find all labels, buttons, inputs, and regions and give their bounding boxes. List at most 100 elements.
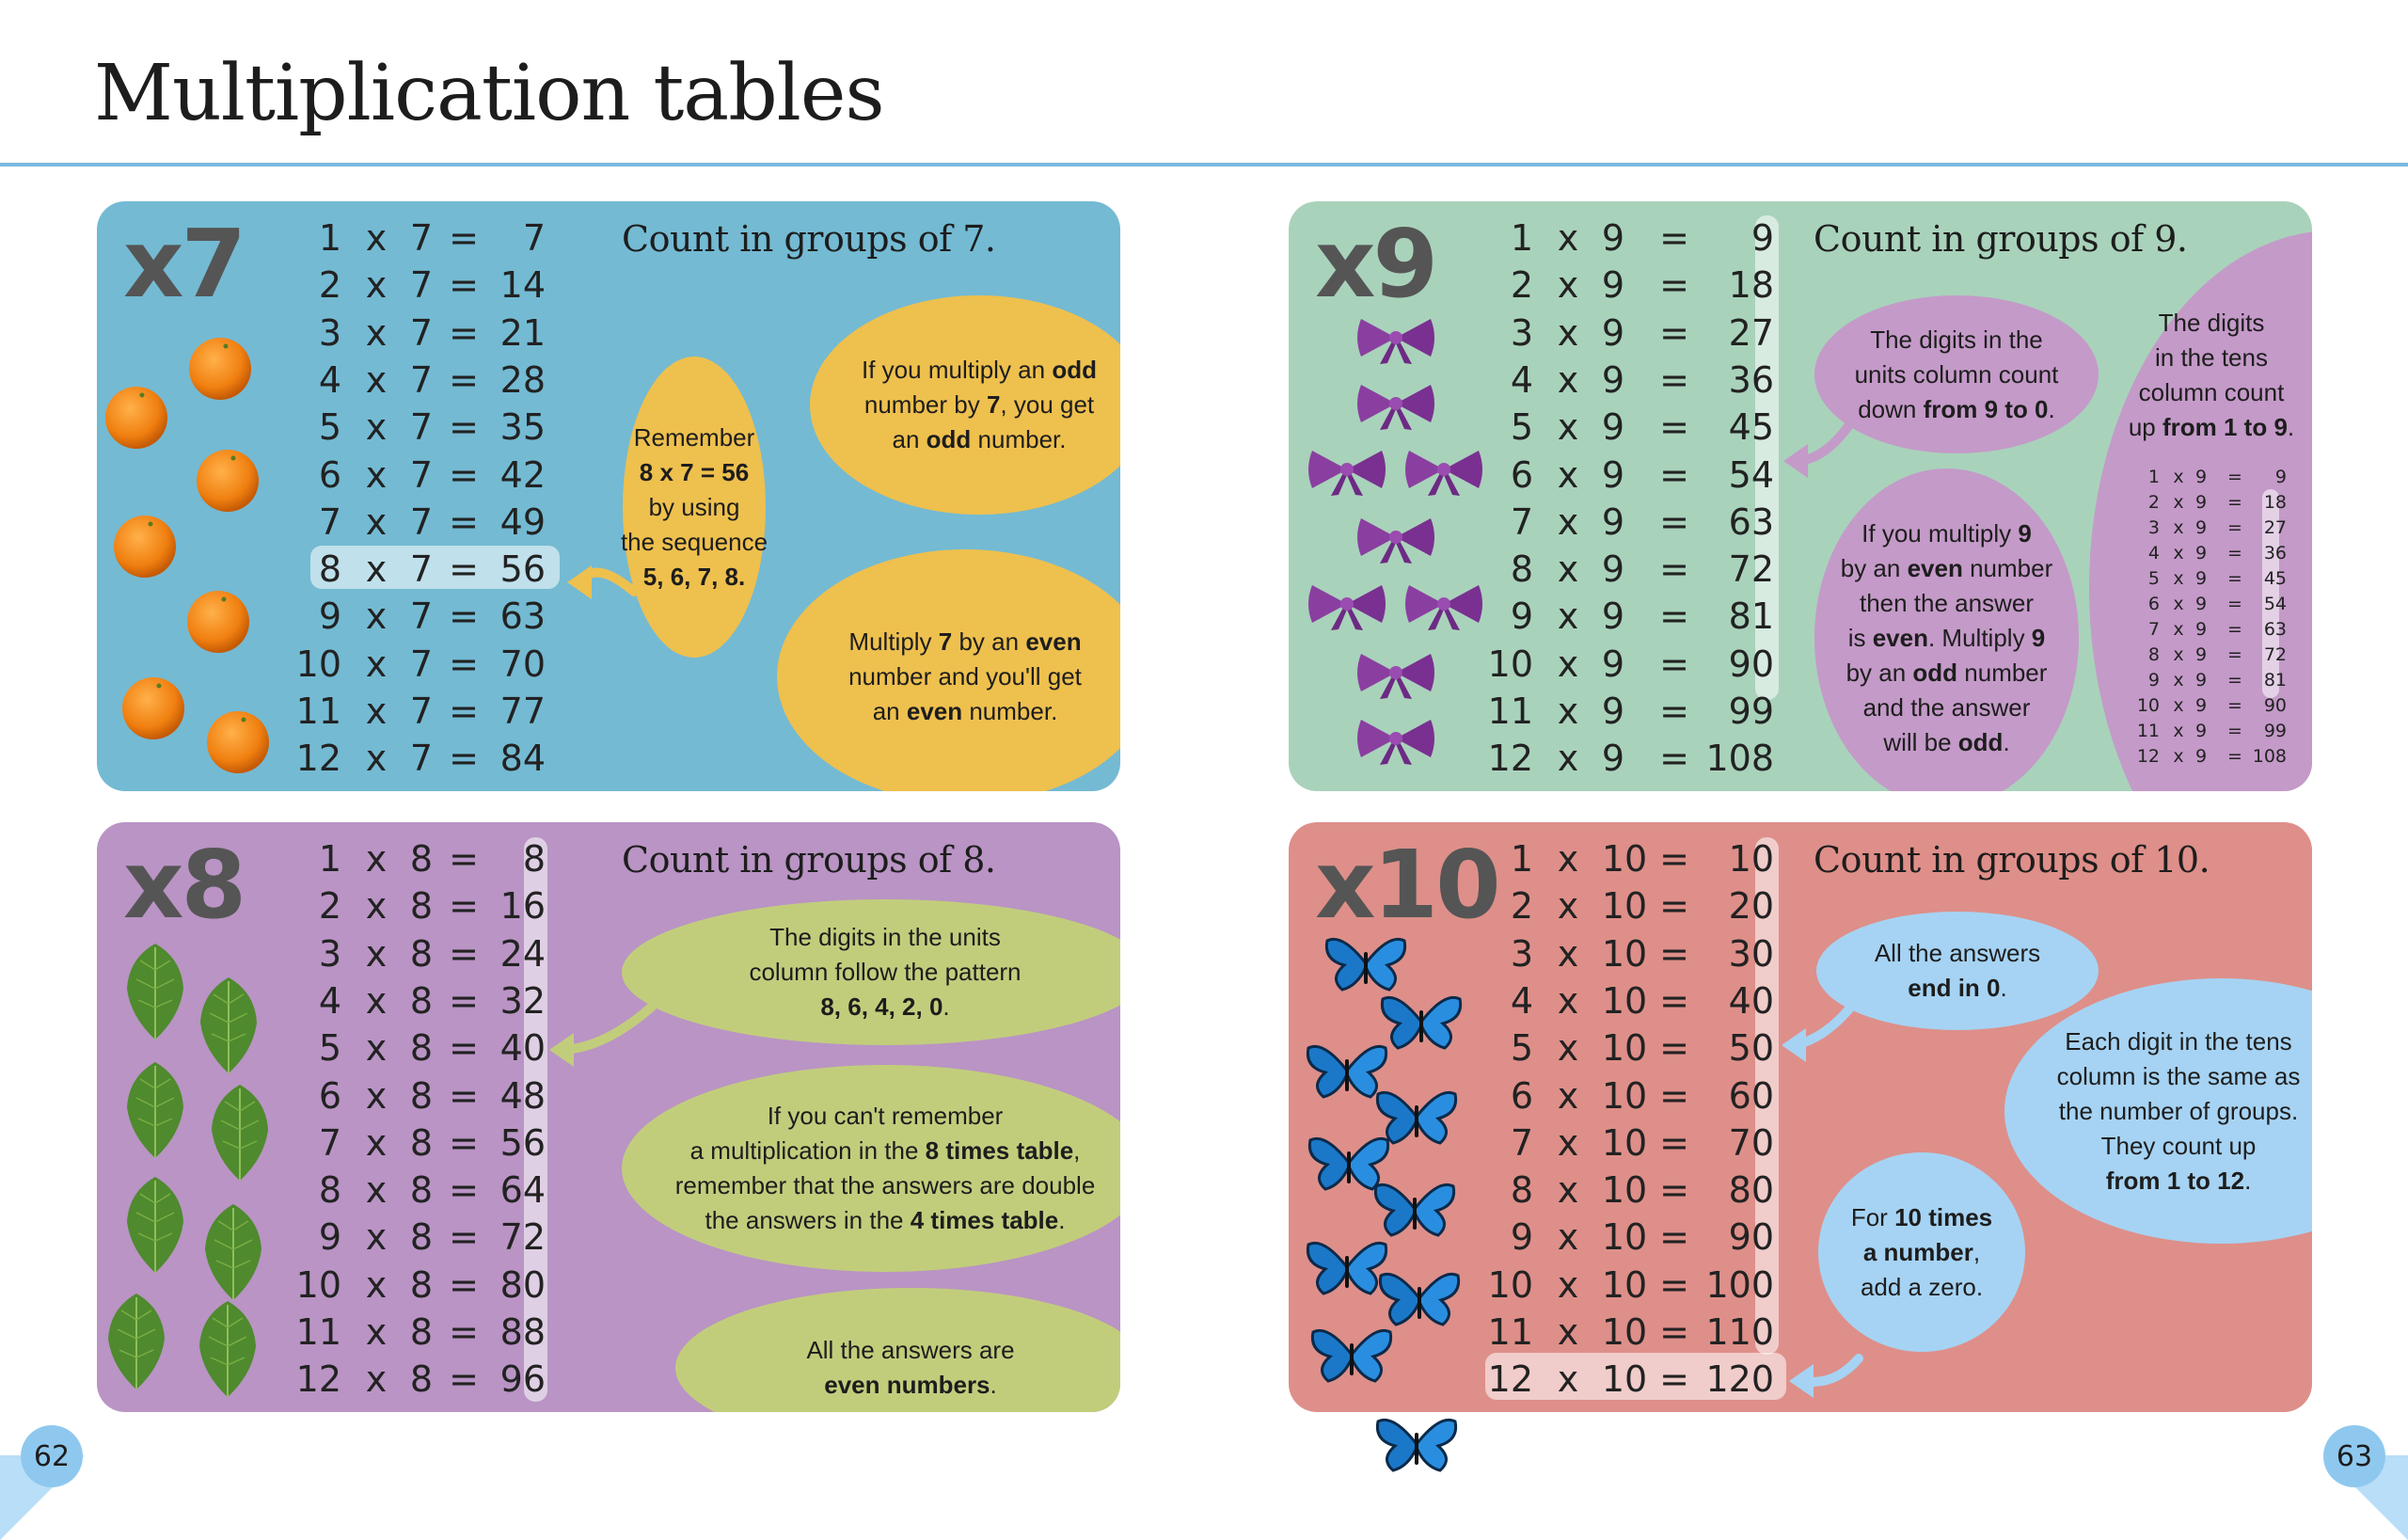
row-cell: 100 xyxy=(1705,1263,1774,1306)
bubble-line: They count up xyxy=(2101,1129,2257,1164)
row-cell: 28 xyxy=(499,358,546,401)
row-cell: x xyxy=(365,1169,388,1212)
row-cell: 8 xyxy=(1510,548,1533,591)
bubble-line: end in 0. xyxy=(1908,971,2006,1006)
row-cell: 90 xyxy=(1728,1216,1774,1259)
bubble-line: from 1 to 12. xyxy=(2106,1164,2252,1199)
bow-icon xyxy=(1354,311,1438,370)
mini-cell: 9 xyxy=(2194,746,2208,767)
row-cell: 7 xyxy=(409,453,434,496)
bubble-text: units column count xyxy=(1854,359,2059,389)
mini-table-row: 5 x 9 = 45 xyxy=(1289,566,2312,592)
table-row: 11 x 7 = 77 xyxy=(97,688,1120,735)
bubble-text: The digits in the units xyxy=(769,923,1001,951)
leaf-icon xyxy=(121,1060,190,1165)
table-row: 3 x 10 = 30 xyxy=(1289,930,2312,977)
butterfly-icon xyxy=(1305,1040,1389,1106)
table-row: 11 x 9 = 99 xyxy=(1289,688,2312,735)
butterfly-icon xyxy=(1323,933,1408,999)
row-cell: 21 xyxy=(499,311,546,354)
bubble-text: They count up xyxy=(2100,1131,2257,1160)
row-cell: 7 xyxy=(409,691,434,732)
bubble-text: column count xyxy=(2138,378,2285,406)
mini-cell: x xyxy=(2173,492,2184,513)
row-cell: 7 xyxy=(409,311,434,354)
row-cell: 8 xyxy=(409,979,434,1022)
row-cell: = xyxy=(449,406,479,449)
row-cell: 108 xyxy=(1705,738,1774,780)
row-cell: 10 xyxy=(1601,885,1648,928)
table-row: 6 x 7 = 42 xyxy=(97,452,1120,499)
page-number-left: 62 xyxy=(21,1425,83,1487)
mini-cell: = xyxy=(2227,670,2242,691)
leaf-icon xyxy=(206,1083,275,1187)
row-cell: = xyxy=(449,1074,479,1117)
row-cell: = xyxy=(449,838,479,880)
row-cell: x xyxy=(1557,595,1579,638)
row-cell: 80 xyxy=(1728,1169,1774,1212)
row-cell: = xyxy=(449,217,479,259)
table-row: 2 x 10 = 20 xyxy=(1289,882,2312,929)
row-cell: = xyxy=(449,1263,479,1306)
row-cell: x xyxy=(365,838,388,880)
table-row: 11 x 10 = 110 xyxy=(1289,1309,2312,1356)
row-cell: 8 xyxy=(409,1263,434,1306)
tip-bubble: Remember 8 x 7 = 56 by using the sequence 5,… xyxy=(621,357,768,658)
bubble-line: column is the same as xyxy=(2057,1059,2301,1094)
bubble-text: . xyxy=(990,1371,997,1399)
row-cell: 70 xyxy=(499,643,546,685)
row-cell: 5 xyxy=(318,406,341,449)
row-cell: = xyxy=(449,1169,479,1212)
row-cell: 4 xyxy=(318,979,341,1022)
table-row: 4 x 8 = 32 xyxy=(97,977,1120,1024)
row-cell: = xyxy=(1659,358,1689,401)
row-cell: 10 xyxy=(1601,979,1648,1022)
row-cell: 7 xyxy=(1510,1121,1533,1164)
bubble-text: from 1 to 9 xyxy=(2162,413,2288,441)
table-row: 7 x 10 = 70 xyxy=(1289,1119,2312,1167)
row-cell: 2 xyxy=(1510,264,1533,307)
table-label: x8 xyxy=(123,830,246,940)
panel-x9-table: The digits in the units column count down … xyxy=(1289,201,2312,791)
bubble-text: by an xyxy=(1840,553,1908,582)
bubble-line: All the answers are xyxy=(806,1333,1014,1368)
row-cell: 35 xyxy=(499,406,546,449)
row-cell: 10 xyxy=(1601,838,1648,880)
bubble-text: Remember xyxy=(633,422,755,452)
mini-table-row: 10 x 9 = 90 xyxy=(1289,693,2312,719)
row-cell: = xyxy=(449,358,479,401)
row-cell: 4 xyxy=(1510,358,1533,401)
mini-cell: = xyxy=(2227,492,2242,513)
bubble-line: down from 9 to 0. xyxy=(1858,392,2055,427)
row-cell: 9 xyxy=(1601,453,1625,496)
table-row: 12 x 7 = 84 xyxy=(97,735,1120,782)
row-cell: 42 xyxy=(499,453,546,496)
mini-cell: = xyxy=(2227,619,2242,640)
row-cell: 3 xyxy=(318,932,341,975)
row-cell: = xyxy=(1659,1074,1689,1117)
butterfly-icon xyxy=(1309,1325,1394,1390)
row-cell: 10 xyxy=(1601,1169,1648,1212)
table-row: 1 x 9 = 9 xyxy=(1289,214,2312,262)
mini-cell: 11 xyxy=(2136,721,2160,741)
row-cell: 10 xyxy=(1487,1263,1533,1306)
table-row: 9 x 7 = 63 xyxy=(97,593,1120,640)
row-cell: x xyxy=(1557,217,1579,259)
bubble-text: If you can't remember xyxy=(767,1102,1004,1130)
bubble-text: by using xyxy=(648,492,740,521)
row-cell: 6 xyxy=(1510,1074,1533,1117)
row-cell: 8 xyxy=(409,1121,434,1164)
table-row: 2 x 8 = 16 xyxy=(97,882,1120,929)
row-cell: 2 xyxy=(1510,885,1533,928)
table-row: 2 x 7 = 14 xyxy=(97,262,1120,309)
bubble-text: end in 0 xyxy=(1908,974,2001,1002)
row-cell: x xyxy=(365,738,388,780)
header-divider xyxy=(0,163,2408,167)
row-cell: x xyxy=(1557,691,1579,732)
row-cell: 5 xyxy=(318,1027,341,1070)
mini-cell: 9 xyxy=(2194,619,2208,640)
row-cell: 9 xyxy=(318,1216,341,1259)
mini-cell: x xyxy=(2173,746,2184,767)
table-row: 8 x 9 = 72 xyxy=(1289,546,2312,593)
bubble-text: For xyxy=(1850,1202,1895,1231)
